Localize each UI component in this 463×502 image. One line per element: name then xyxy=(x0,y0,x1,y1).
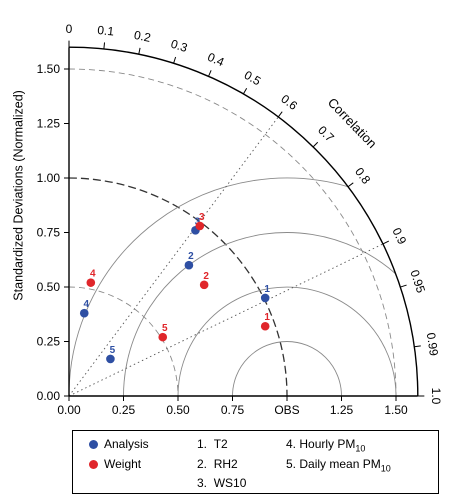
legend-label-weight: Weight xyxy=(104,457,142,471)
legend-variable-5: 5. Daily mean PM10 xyxy=(286,457,391,473)
y-tick-label: 0.25 xyxy=(37,335,61,349)
rms-arc xyxy=(232,341,342,397)
variable-name: WS10 xyxy=(213,476,247,490)
std-arc xyxy=(68,286,179,397)
correlation-tick-label: 0.99 xyxy=(424,332,441,357)
analysis-point-label-2: 2 xyxy=(188,251,194,262)
variable-name: RH2 xyxy=(213,457,238,471)
correlation-tick-label: 1.0 xyxy=(429,388,443,405)
x-tick-label: 1.25 xyxy=(330,403,354,417)
analysis-point-label-1: 1 xyxy=(264,284,270,295)
analysis-point-1 xyxy=(260,293,270,303)
variable-subscript: 10 xyxy=(380,463,391,474)
correlation-tick xyxy=(414,345,421,348)
correlation-tick-label: 0.7 xyxy=(315,123,337,145)
legend-variable-3: 3. WS10 xyxy=(197,476,246,490)
correlation-tick xyxy=(382,240,390,245)
correlation-tick xyxy=(103,42,106,49)
y-tick-label: 1.25 xyxy=(37,117,61,131)
correlation-tick xyxy=(173,56,177,64)
reference-std-arc xyxy=(68,177,288,397)
analysis-point-4 xyxy=(79,308,89,318)
variable-name: Hourly PM xyxy=(299,437,356,451)
correlation-tick xyxy=(208,70,212,77)
analysis-point-5 xyxy=(106,354,115,364)
std-arc xyxy=(68,68,397,397)
weight-point-3 xyxy=(195,221,205,231)
variable-name: Daily mean PM xyxy=(299,457,381,471)
points-layer: 1 2 3 4 5 1 2 3 4 5 xyxy=(79,212,270,364)
correlation-tick-label: 0.95 xyxy=(407,268,428,295)
y-tick-label: 1.50 xyxy=(37,62,61,76)
legend-label-analysis: Analysis xyxy=(104,437,149,451)
analysis-marker-icon xyxy=(89,440,98,449)
y-tick-label: 0.50 xyxy=(37,280,61,294)
correlation-arc xyxy=(68,46,419,397)
correlation-tick-label: 0.9 xyxy=(389,225,409,246)
x-tick-label: 0.75 xyxy=(221,403,245,417)
correlation-tick xyxy=(242,88,248,95)
weight-point-label-2: 2 xyxy=(203,271,209,282)
variable-number: 1. xyxy=(197,437,208,451)
correlation-tick xyxy=(400,284,407,288)
variable-number: 5. xyxy=(286,457,297,471)
legend-item-weight: Weight xyxy=(89,457,141,471)
correlation-tick xyxy=(138,47,141,55)
weight-marker-icon xyxy=(89,460,98,469)
variable-number: 4. xyxy=(286,437,297,451)
weight-point-label-4: 4 xyxy=(90,269,96,280)
correlation-tick-label: 0 xyxy=(66,22,73,36)
weight-point-label-3: 3 xyxy=(199,212,205,223)
y-tick-label: 1.00 xyxy=(37,171,61,185)
analysis-point-2 xyxy=(184,260,194,270)
variable-name: T2 xyxy=(213,437,228,451)
legend-item-analysis: Analysis xyxy=(89,437,149,451)
correlation-tick-label: 0.8 xyxy=(352,165,373,187)
y-axis-title: Standardized Deviations (Normalized) xyxy=(11,90,25,301)
legend-variable-1: 1. T2 xyxy=(197,437,228,451)
legend-variable-4: 4. Hourly PM10 xyxy=(286,437,365,453)
legend-box: Analysis Weight 1. T2 2. RH2 3. WS10 4. … xyxy=(72,430,439,494)
analysis-point-label-4: 4 xyxy=(83,299,89,310)
weight-point-2 xyxy=(199,280,209,290)
correlation-ray xyxy=(68,116,279,397)
rms-arc xyxy=(68,177,349,397)
correlation-tick-label: 0.1 xyxy=(97,23,115,39)
x-tick-label: 0.25 xyxy=(112,403,136,417)
labels-layer: 0.000.000.250.250.500.500.750.751.00OBS1… xyxy=(11,22,443,417)
correlation-axis-title: Correlation xyxy=(325,95,380,151)
taylor-diagram: 0.000.000.250.250.500.500.750.751.00OBS1… xyxy=(11,22,443,417)
x-tick-label: OBS xyxy=(274,403,299,417)
x-tick-label: 1.50 xyxy=(384,403,408,417)
y-tick-label: 0.75 xyxy=(37,226,61,240)
correlation-tick-label: 0.3 xyxy=(169,37,189,55)
variable-number: 2. xyxy=(197,457,208,471)
weight-point-label-5: 5 xyxy=(162,323,168,334)
correlation-tick xyxy=(277,111,283,118)
correlation-tick-label: 0.6 xyxy=(278,92,300,113)
rms-arc xyxy=(177,286,397,397)
weight-point-label-1: 1 xyxy=(264,312,270,323)
x-tick-label: 0.00 xyxy=(57,403,81,417)
analysis-point-label-5: 5 xyxy=(110,345,116,356)
correlation-ray xyxy=(68,243,384,397)
weight-point-5 xyxy=(158,332,168,342)
correlation-tick-label: 0.4 xyxy=(205,50,226,70)
legend-variable-2: 2. RH2 xyxy=(197,457,238,471)
correlation-tick-label: 0.2 xyxy=(133,28,152,45)
analysis-point-label-3: 3 xyxy=(195,216,201,227)
correlation-tick-label: 0.5 xyxy=(242,68,264,89)
axes-layer xyxy=(64,40,425,401)
weight-point-4 xyxy=(86,278,96,287)
weight-point-1 xyxy=(260,321,270,331)
variable-number: 3. xyxy=(197,476,208,490)
y-tick-label: 0.00 xyxy=(37,389,61,403)
correlation-tick xyxy=(347,182,354,188)
rms-arc xyxy=(123,232,397,397)
variable-subscript: 10 xyxy=(355,443,366,454)
x-tick-label: 0.50 xyxy=(166,403,190,417)
correlation-tick xyxy=(312,141,319,148)
grid-layer xyxy=(68,68,397,397)
